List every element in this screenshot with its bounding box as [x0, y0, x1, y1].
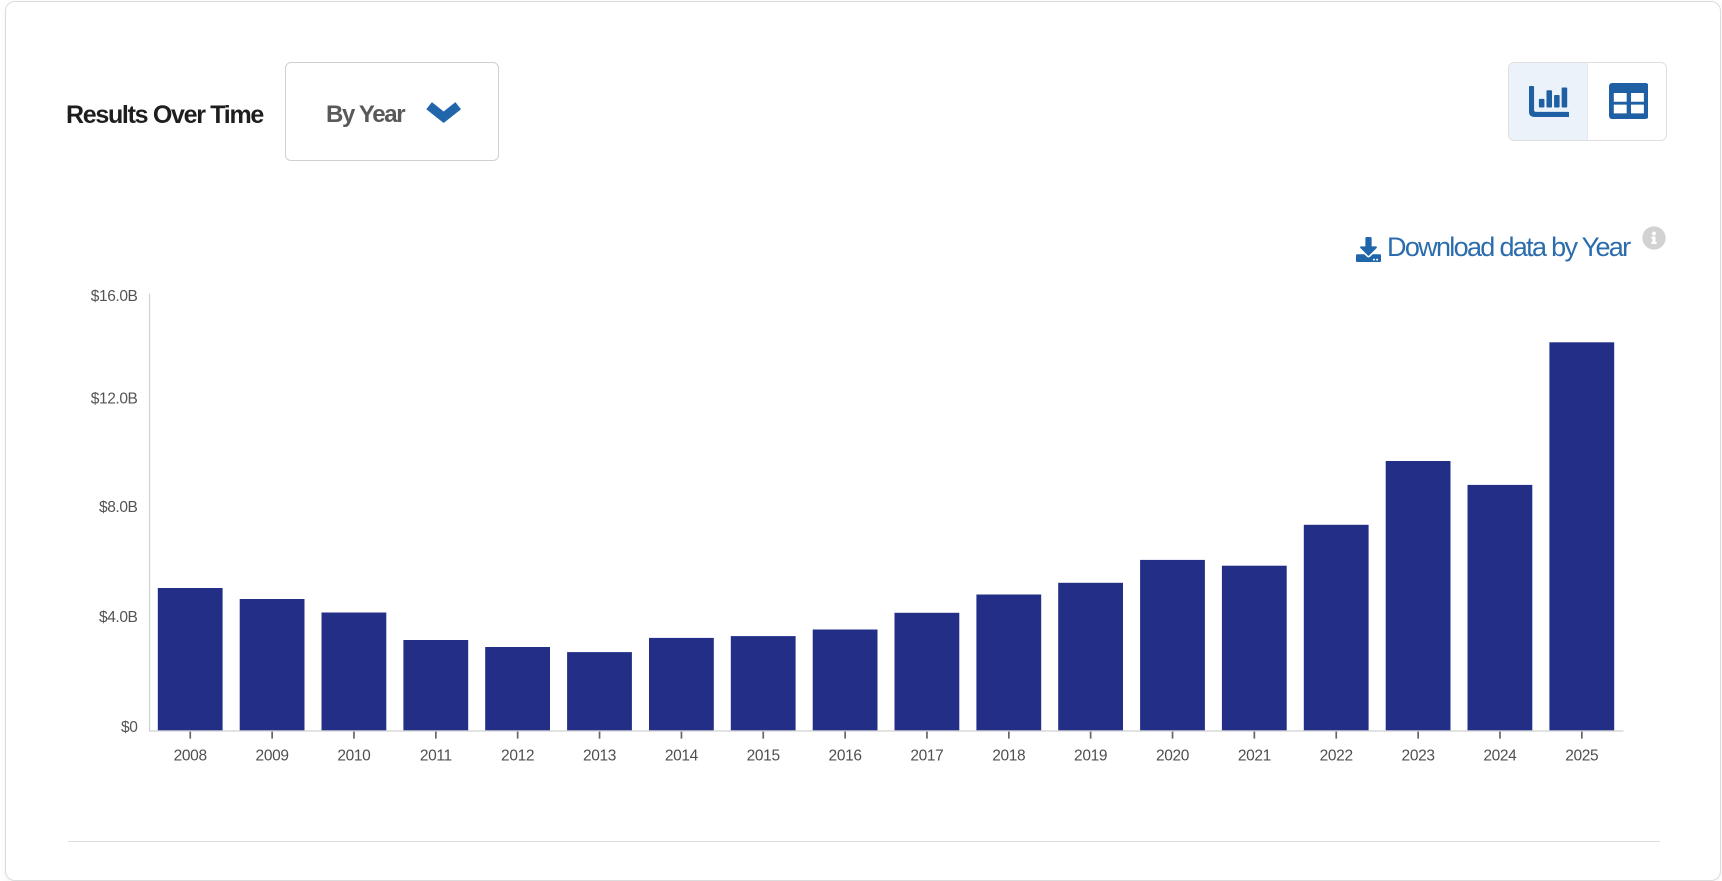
svg-text:2018: 2018 [992, 747, 1025, 764]
svg-text:2020: 2020 [1156, 747, 1190, 764]
svg-text:2023: 2023 [1402, 747, 1435, 764]
svg-text:2019: 2019 [1074, 747, 1107, 764]
svg-text:2016: 2016 [829, 747, 862, 764]
svg-text:2008: 2008 [174, 747, 207, 764]
svg-text:$12.0B: $12.0B [91, 390, 138, 407]
svg-text:$16.0B: $16.0B [91, 288, 138, 305]
svg-text:2010: 2010 [337, 747, 371, 764]
svg-text:2021: 2021 [1238, 747, 1271, 764]
svg-text:$0: $0 [121, 719, 138, 736]
svg-text:2012: 2012 [501, 747, 534, 764]
svg-text:2022: 2022 [1320, 747, 1353, 764]
svg-text:2013: 2013 [583, 747, 616, 764]
svg-text:2009: 2009 [256, 747, 289, 764]
svg-text:2025: 2025 [1565, 747, 1598, 764]
svg-text:2011: 2011 [420, 747, 452, 764]
svg-text:$8.0B: $8.0B [99, 499, 138, 516]
svg-text:2024: 2024 [1483, 747, 1517, 764]
svg-text:$4.0B: $4.0B [99, 609, 138, 626]
svg-text:2017: 2017 [910, 747, 943, 764]
svg-text:2014: 2014 [665, 747, 699, 764]
svg-text:2015: 2015 [747, 747, 780, 764]
